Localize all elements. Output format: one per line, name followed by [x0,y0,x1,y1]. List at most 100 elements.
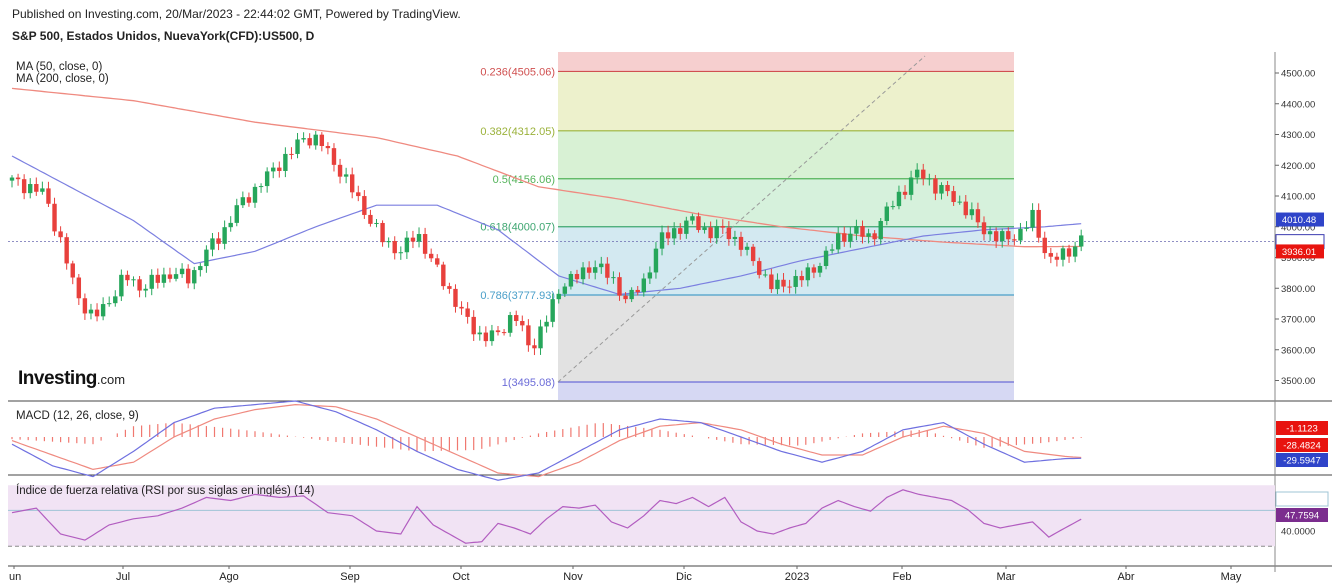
instrument-title: S&P 500, Estados Unidos, NuevaYork(CFD):… [12,29,315,43]
price-tick-label: 4200.00 [1281,161,1315,172]
price-tick-label: 4300.00 [1281,130,1315,141]
candle-body [459,306,464,309]
candle-body [1036,209,1041,238]
fib-zone [558,130,1014,179]
candle-body [392,241,397,254]
fib-level-label: 1(3495.08) [502,377,555,389]
candle-body [204,249,209,267]
rsi-tag-label: 47.7594 [1285,511,1319,522]
time-axis-label: May [1221,571,1242,583]
fib-level-label: 0.236(4505.06) [480,66,555,78]
candle-body [793,276,798,287]
candle-body [872,233,877,240]
macd-tag [1276,438,1328,452]
published-line: Published on Investing.com, 20/Mar/2023 … [12,7,461,21]
candle-body [1006,231,1011,240]
candle-body [848,233,853,242]
candle-body [635,289,640,293]
candle-body [167,274,173,279]
candle-body [671,228,677,239]
candle-body [629,289,634,300]
candle-body [538,326,543,349]
candle-body [914,169,920,178]
candle-body [720,226,725,228]
candle-body [842,233,847,242]
candle-body [119,274,124,297]
candle-body [453,288,458,307]
candle-body [131,279,136,281]
candle-body [757,261,762,275]
candle-body [137,279,142,291]
candle-body [447,286,452,289]
candle-body [544,321,549,327]
candle-body [763,274,768,276]
candle-body [483,332,489,342]
price-tag [1276,244,1324,259]
candle-body [258,186,264,188]
fib-zone [558,178,1014,227]
candle-body [580,267,586,280]
time-axis-label: Jul [116,571,130,583]
price-tick-label: 3600.00 [1281,345,1315,356]
candle-body [599,263,604,268]
candle-body [9,177,15,181]
candle-body [495,330,501,333]
fib-level-label: 0.786(3777.93) [480,290,555,302]
macd-tag-label: -1.1123 [1286,424,1318,435]
candle-body [319,134,325,147]
price-tag-label: 3951.57 [1282,237,1316,248]
candle-body [684,220,689,234]
candle-body [568,273,574,287]
candle-body [593,267,598,273]
candle-body [617,277,622,296]
ma-legend: MA (50, close, 0) MA (200, close, 0) [16,61,109,85]
candle-body [216,238,221,244]
candle-body [295,139,300,154]
candle-body [343,174,349,177]
candle-body [246,197,252,203]
candle-body [896,191,902,207]
candle-body [28,184,33,194]
fib-level-label: 0.5(4156.06) [493,174,555,186]
fib-level-label: 0.382(4312.05) [480,126,555,138]
candle-body [58,231,63,238]
rsi-tag [1275,491,1329,507]
candle-body [860,226,865,237]
candle-body [605,263,610,278]
candle-body [696,216,701,231]
candle-body [1060,248,1066,260]
candle-body [1018,228,1023,241]
candle-body [362,196,367,215]
logo-brand: Investing [18,368,97,389]
candle-body [501,332,507,334]
candle-body [659,232,665,249]
price-tag-label: 3936.01 [1282,247,1316,258]
candle-body [586,267,592,273]
candle-body [787,286,792,288]
candle-body [987,231,993,235]
fib-zone [558,382,1014,400]
rsi-line [11,489,1082,544]
time-axis-label: Dic [676,571,692,583]
candle-body [222,227,227,244]
candle-body [556,293,561,300]
time-axis-label: Ago [219,571,239,583]
candle-body [1024,227,1029,229]
candle-body [750,246,756,262]
candle-body [951,191,956,203]
candle-body [240,197,246,206]
candle-body [198,266,203,271]
candle-body [489,330,495,342]
candle-body [1042,237,1047,254]
candle-body [690,216,695,221]
time-axis-label: 2023 [785,571,809,583]
candle-body [665,232,671,239]
candle-body [1000,231,1005,242]
candle-body [884,206,889,222]
candle-body [963,201,968,216]
candle-body [368,214,373,224]
candle-body [641,278,646,293]
candle-body [88,309,94,314]
time-axis-label: Sep [340,571,360,583]
